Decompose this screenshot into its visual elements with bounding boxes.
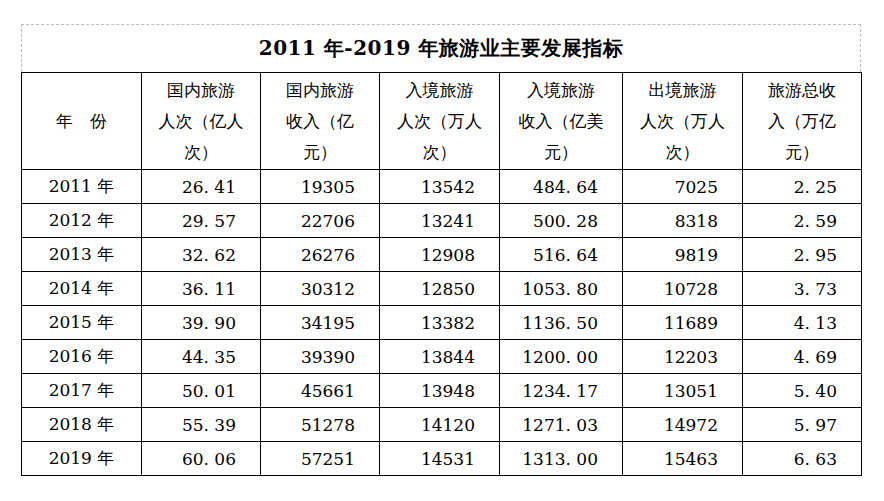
data-cell: 60. 06 (142, 442, 261, 476)
data-cell: 2. 25 (743, 170, 862, 204)
data-cell: 13844 (380, 340, 500, 374)
data-cell: 5. 40 (743, 374, 862, 408)
data-cell: 1313. 00 (500, 442, 623, 476)
data-cell: 500. 28 (500, 204, 623, 238)
table-row: 2017 年 50. 01 45661 13948 1234. 17 13051… (22, 374, 862, 408)
data-cell: 516. 64 (500, 238, 623, 272)
data-cell: 26. 41 (142, 170, 261, 204)
data-cell: 15463 (623, 442, 743, 476)
data-cell: 13241 (380, 204, 500, 238)
year-cell: 2019 年 (22, 442, 142, 476)
data-cell: 50. 01 (142, 374, 261, 408)
data-cell: 6. 63 (743, 442, 862, 476)
data-cell: 2. 95 (743, 238, 862, 272)
header-cell-inbound-revenue: 入境旅游 收入（亿美 元） (500, 73, 623, 170)
year-cell: 2013 年 (22, 238, 142, 272)
header-cell-total-revenue: 旅游总收 入（万亿 元） (743, 73, 862, 170)
data-cell: 22706 (261, 204, 380, 238)
data-cell: 13542 (380, 170, 500, 204)
header-cell-domestic-revenue: 国内旅游 收入（亿 元） (261, 73, 380, 170)
data-cell: 30312 (261, 272, 380, 306)
header-cell-domestic-trips: 国内旅游 人次（亿人 次） (142, 73, 261, 170)
year-cell: 2016 年 (22, 340, 142, 374)
data-cell: 51278 (261, 408, 380, 442)
table-row: 2012 年 29. 57 22706 13241 500. 28 8318 2… (22, 204, 862, 238)
data-cell: 5. 97 (743, 408, 862, 442)
header-cell-outbound-trips: 出境旅游 人次（万人 次） (623, 73, 743, 170)
page-title: 2011 年-2019 年旅游业主要发展指标 (259, 35, 624, 62)
data-cell: 7025 (623, 170, 743, 204)
year-cell: 2014 年 (22, 272, 142, 306)
data-cell: 57251 (261, 442, 380, 476)
data-cell: 36. 11 (142, 272, 261, 306)
year-cell: 2017 年 (22, 374, 142, 408)
data-cell: 1200. 00 (500, 340, 623, 374)
table-header-row: 年 份 国内旅游 人次（亿人 次） 国内旅游 收入（亿 元） 入境旅游 人次（万… (22, 73, 862, 170)
header-cell-inbound-trips: 入境旅游 人次（万人 次） (380, 73, 500, 170)
data-cell: 2. 59 (743, 204, 862, 238)
table-row: 2011 年 26. 41 19305 13542 484. 64 7025 2… (22, 170, 862, 204)
data-cell: 484. 64 (500, 170, 623, 204)
data-cell: 26276 (261, 238, 380, 272)
data-cell: 13051 (623, 374, 743, 408)
data-cell: 9819 (623, 238, 743, 272)
year-cell: 2015 年 (22, 306, 142, 340)
data-cell: 3. 73 (743, 272, 862, 306)
data-cell: 1271. 03 (500, 408, 623, 442)
data-cell: 19305 (261, 170, 380, 204)
data-cell: 11689 (623, 306, 743, 340)
data-cell: 55. 39 (142, 408, 261, 442)
statistics-table: 年 份 国内旅游 人次（亿人 次） 国内旅游 收入（亿 元） 入境旅游 人次（万… (21, 72, 862, 476)
data-cell: 14972 (623, 408, 743, 442)
data-cell: 1053. 80 (500, 272, 623, 306)
data-cell: 29. 57 (142, 204, 261, 238)
year-cell: 2018 年 (22, 408, 142, 442)
data-cell: 4. 69 (743, 340, 862, 374)
data-cell: 32. 62 (142, 238, 261, 272)
year-cell: 2011 年 (22, 170, 142, 204)
table-row: 2015 年 39. 90 34195 13382 1136. 50 11689… (22, 306, 862, 340)
table-row: 2018 年 55. 39 51278 14120 1271. 03 14972… (22, 408, 862, 442)
table-row: 2013 年 32. 62 26276 12908 516. 64 9819 2… (22, 238, 862, 272)
table-row: 2019 年 60. 06 57251 14531 1313. 00 15463… (22, 442, 862, 476)
data-cell: 1234. 17 (500, 374, 623, 408)
year-cell: 2012 年 (22, 204, 142, 238)
data-cell: 13382 (380, 306, 500, 340)
data-cell: 45661 (261, 374, 380, 408)
data-cell: 44. 35 (142, 340, 261, 374)
data-cell: 14531 (380, 442, 500, 476)
table-row: 2014 年 36. 11 30312 12850 1053. 80 10728… (22, 272, 862, 306)
data-cell: 10728 (623, 272, 743, 306)
data-cell: 34195 (261, 306, 380, 340)
data-cell: 12203 (623, 340, 743, 374)
data-cell: 14120 (380, 408, 500, 442)
data-cell: 12908 (380, 238, 500, 272)
data-cell: 12850 (380, 272, 500, 306)
table-row: 2016 年 44. 35 39390 13844 1200. 00 12203… (22, 340, 862, 374)
header-cell-year: 年 份 (22, 73, 142, 170)
data-cell: 39390 (261, 340, 380, 374)
data-cell: 39. 90 (142, 306, 261, 340)
title-box: 2011 年-2019 年旅游业主要发展指标 (21, 24, 861, 72)
data-cell: 1136. 50 (500, 306, 623, 340)
data-cell: 4. 13 (743, 306, 862, 340)
data-cell: 13948 (380, 374, 500, 408)
document-frame: 2011 年-2019 年旅游业主要发展指标 年 份 国内旅游 人次（亿人 次）… (21, 24, 861, 476)
data-cell: 8318 (623, 204, 743, 238)
